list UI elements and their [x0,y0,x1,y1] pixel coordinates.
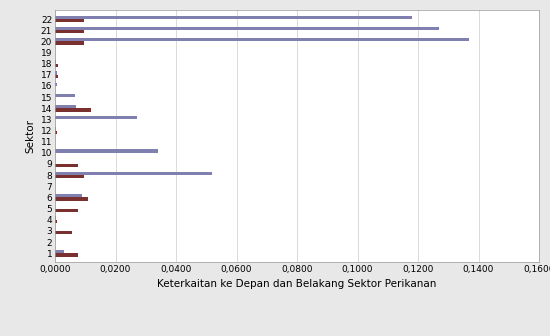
Bar [55,172,212,175]
Bar [55,108,91,112]
Bar [55,150,158,153]
Bar [55,198,88,201]
Bar [55,194,82,198]
Bar [55,19,84,23]
Bar [55,60,56,64]
Bar [55,130,57,134]
Bar [55,231,72,234]
Bar [55,30,84,34]
Bar [55,216,56,220]
Bar [55,16,412,19]
Bar [55,64,58,67]
Bar [55,38,470,41]
Bar [55,250,64,253]
Bar [55,220,57,223]
Bar [55,75,58,78]
Bar [55,127,56,130]
X-axis label: Keterkaitan ke Depan dan Belakang Sektor Perikanan: Keterkaitan ke Depan dan Belakang Sektor… [157,280,437,289]
Y-axis label: Sektor: Sektor [25,119,35,153]
Bar [55,94,75,97]
Bar [55,116,137,119]
Bar [55,253,78,256]
Bar [55,209,78,212]
Bar [55,105,76,108]
Bar [55,41,84,45]
Bar [55,72,57,75]
Bar [55,83,57,86]
Bar [55,27,439,30]
Bar [55,164,78,167]
Bar [55,175,84,178]
